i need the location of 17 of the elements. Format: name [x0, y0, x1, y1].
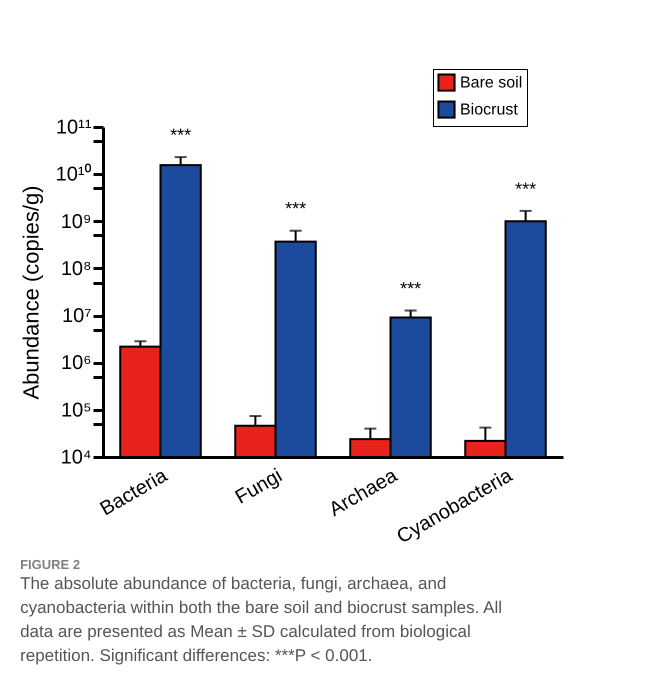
y-axis-title: Abundance (copies/g) — [18, 185, 44, 400]
y-tick-label: 10¹⁰ — [56, 162, 92, 186]
annotation: *** — [285, 198, 306, 219]
annotation: *** — [515, 178, 536, 199]
annotation: *** — [400, 278, 422, 299]
y-tick-label: 10¹¹ — [56, 116, 92, 138]
legend-label: Biocrust — [460, 102, 518, 118]
caption: FIGURE 2 — [20, 556, 80, 572]
legend-label: Bare soil — [460, 74, 522, 92]
y-tick-label: 10⁷ — [62, 305, 92, 328]
annotation: *** — [170, 125, 192, 146]
y-tick-label: 10⁹ — [60, 210, 92, 233]
y-tick-label: 10⁶ — [61, 352, 92, 374]
y-tick-label: 10⁸ — [60, 258, 92, 280]
y-tick-label: 10⁴ — [60, 446, 92, 468]
y-tick-label: 10⁵ — [60, 399, 92, 422]
text: The absolute abundance of bacteria, fungi, archaea, and cyanobacteria within both the bare soil and biocrust samples. All data are presented as Mean ± SD calculated from biological repetition. Significant differences: ***P < 0.001. — [20, 574, 502, 665]
